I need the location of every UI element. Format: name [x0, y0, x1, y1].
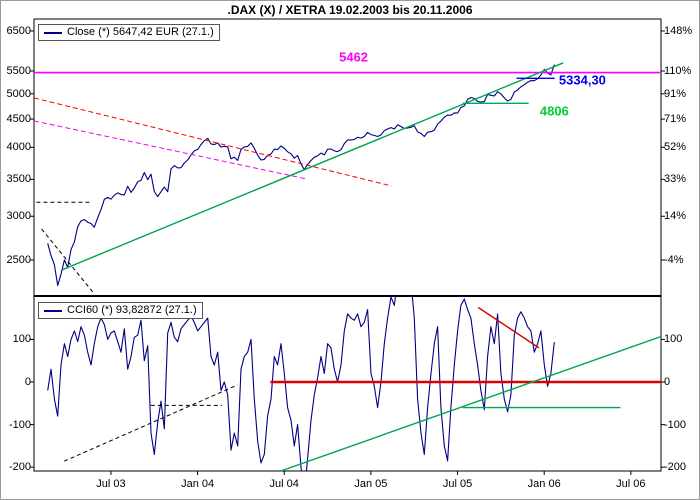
red-downtrend-dashed [34, 97, 392, 187]
price-legend-label: Close (*) 5647,42 EUR (27.1.) [67, 26, 214, 38]
green-uptrend-cci [280, 335, 661, 471]
panel-border [33, 18, 662, 297]
cci-line-swatch-icon [44, 309, 62, 312]
cci-legend[interactable]: CCI60 (*) 93,82872 (27.1.) [38, 302, 203, 319]
chart-title: .DAX (X) / XETRA 19.02.2003 bis 20.11.20… [227, 3, 473, 17]
green-uptrend-line [62, 62, 564, 271]
black-dashed-decline [41, 228, 94, 294]
red-declining-peaks [477, 306, 540, 349]
cci-legend-label: CCI60 (*) 93,82872 (27.1.) [67, 304, 197, 316]
cci60-series-line [47, 296, 555, 471]
price-line-swatch-icon [44, 31, 62, 34]
panel-border [33, 295, 662, 472]
black-dashed-ascending [63, 384, 238, 462]
price-legend[interactable]: Close (*) 5647,42 EUR (27.1.) [38, 24, 220, 41]
magenta-downtrend-dashed [34, 120, 307, 180]
